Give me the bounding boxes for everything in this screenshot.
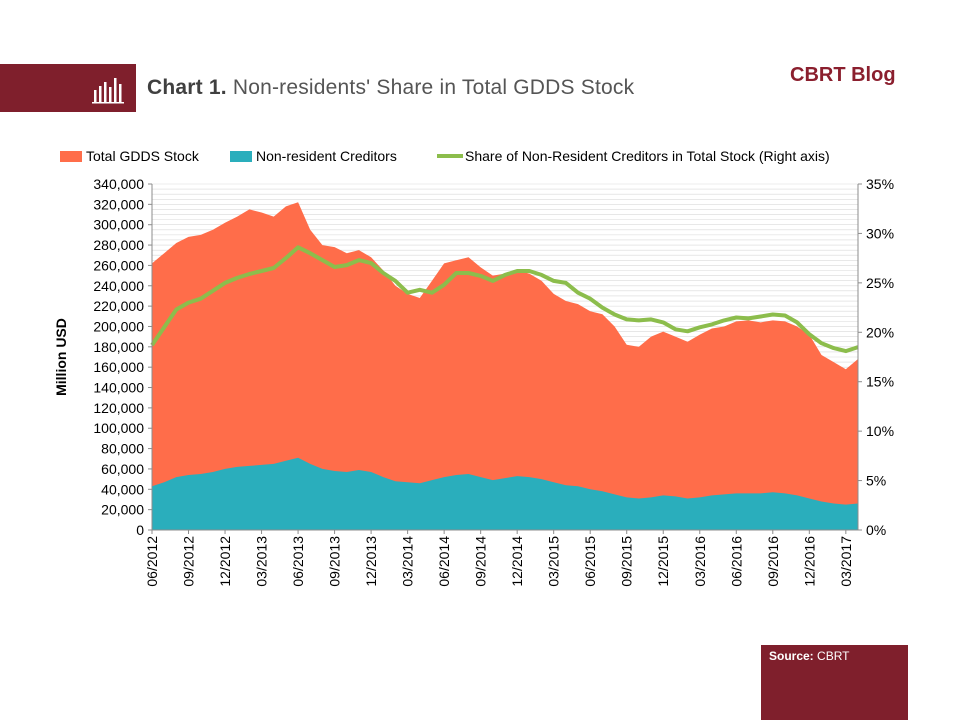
x-tick-label: 03/2016 bbox=[692, 536, 708, 587]
y2-tick-label: 10% bbox=[866, 423, 894, 439]
legend-share-line-label: Share of Non-Resident Creditors in Total… bbox=[465, 148, 830, 164]
chart-title-prefix: Chart 1. bbox=[147, 76, 227, 99]
legend-total-gdds-stock-label: Total GDDS Stock bbox=[86, 148, 200, 164]
x-tick-label: 06/2012 bbox=[144, 536, 160, 587]
y2-tick-label: 25% bbox=[866, 275, 894, 291]
source-value: CBRT bbox=[813, 649, 850, 663]
y-tick-label: 340,000 bbox=[93, 176, 144, 192]
x-tick-label: 03/2017 bbox=[838, 536, 854, 587]
y2-tick-label: 30% bbox=[866, 225, 894, 241]
chart-title: Chart 1. Non-residents' Share in Total G… bbox=[147, 76, 634, 100]
x-tick-label: 03/2015 bbox=[546, 536, 562, 587]
y-tick-label: 260,000 bbox=[93, 257, 144, 273]
y-tick-label: 280,000 bbox=[93, 237, 144, 253]
y-tick-label: 220,000 bbox=[93, 298, 144, 314]
y2-tick-label: 0% bbox=[866, 522, 886, 538]
x-tick-label: 12/2016 bbox=[801, 536, 817, 587]
y-tick-label: 140,000 bbox=[93, 380, 144, 396]
x-tick-label: 03/2014 bbox=[400, 536, 416, 587]
y-tick-label: 300,000 bbox=[93, 217, 144, 233]
source-box: Source: CBRT bbox=[761, 645, 908, 720]
y-tick-label: 240,000 bbox=[93, 278, 144, 294]
x-tick-label: 06/2014 bbox=[436, 536, 452, 587]
legend-total-gdds-stock-swatch bbox=[60, 151, 82, 162]
x-tick-label: 12/2014 bbox=[509, 536, 525, 587]
x-tick-label: 06/2013 bbox=[290, 536, 306, 587]
x-tick-label: 03/2013 bbox=[254, 536, 270, 587]
y-tick-label: 100,000 bbox=[93, 420, 144, 436]
x-tick-label: 09/2014 bbox=[473, 536, 489, 587]
y2-tick-label: 5% bbox=[866, 473, 886, 489]
x-tick-label: 09/2013 bbox=[327, 536, 343, 587]
x-tick-label: 12/2013 bbox=[363, 536, 379, 587]
y-tick-label: 120,000 bbox=[93, 400, 144, 416]
y2-tick-label: 35% bbox=[866, 176, 894, 192]
y2-tick-label: 15% bbox=[866, 374, 894, 390]
legend-non-resident-creditors-label: Non-resident Creditors bbox=[256, 148, 397, 164]
x-tick-label: 06/2016 bbox=[728, 536, 744, 587]
x-tick-label: 12/2012 bbox=[217, 536, 233, 587]
x-tick-label: 09/2015 bbox=[619, 536, 635, 587]
y2-tick-label: 20% bbox=[866, 324, 894, 340]
y-tick-label: 320,000 bbox=[93, 196, 144, 212]
chart-title-text: Non-residents' Share in Total GDDS Stock bbox=[226, 76, 635, 99]
x-tick-label: 09/2012 bbox=[181, 536, 197, 587]
x-tick-label: 06/2015 bbox=[582, 536, 598, 587]
y-tick-label: 200,000 bbox=[93, 318, 144, 334]
source-label: Source: bbox=[769, 649, 814, 663]
y-tick-label: 60,000 bbox=[101, 461, 144, 477]
chart: 0 20,000 40,000 60,000 80,000 100,000 120,000 1… bbox=[53, 148, 894, 587]
y-tick-label: 40,000 bbox=[101, 481, 144, 497]
y-tick-label: 20,000 bbox=[101, 502, 144, 518]
bar-chart-icon bbox=[92, 78, 124, 104]
source-text: Source: CBRT bbox=[769, 649, 849, 663]
x-tick-label: 12/2015 bbox=[655, 536, 671, 587]
blog-name: CBRT Blog bbox=[790, 64, 896, 86]
y-tick-label: 180,000 bbox=[93, 339, 144, 355]
y-tick-label: 160,000 bbox=[93, 359, 144, 375]
y-tick-label: 80,000 bbox=[101, 441, 144, 457]
series-non-resident-creditors-area bbox=[152, 457, 858, 530]
series-total-gdds-stock-area bbox=[152, 202, 858, 531]
title-accent-bar bbox=[0, 64, 136, 112]
y-tick-label: 0 bbox=[136, 522, 144, 538]
series-share-line bbox=[150, 245, 859, 354]
legend-non-resident-creditors-swatch bbox=[230, 151, 252, 162]
x-tick-label: 09/2016 bbox=[765, 536, 781, 587]
y-axis-title: Million USD bbox=[53, 318, 69, 396]
